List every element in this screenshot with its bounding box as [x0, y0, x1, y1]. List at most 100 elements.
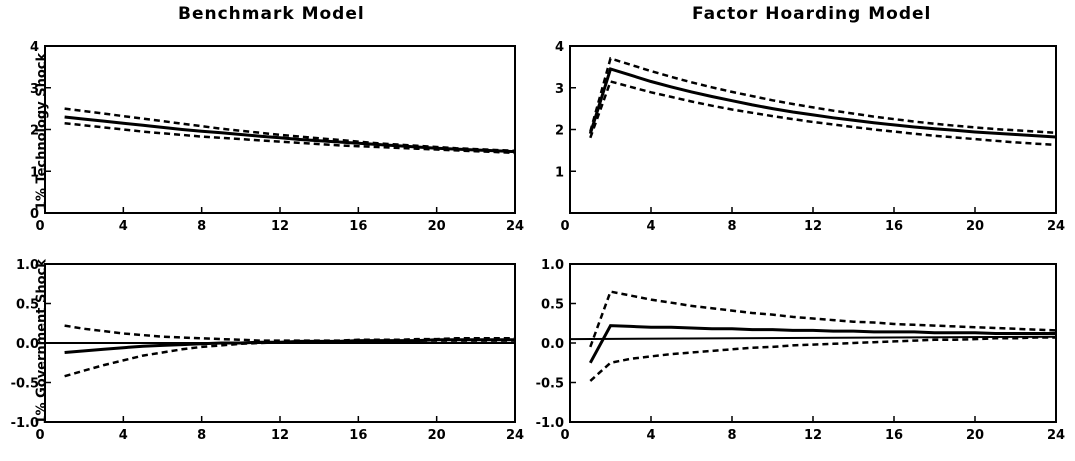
y-tick: 4 [555, 40, 576, 55]
y-tick: 0.0 [541, 337, 576, 352]
y-tick: -0.5 [11, 377, 51, 392]
y-tick: 1 [30, 165, 51, 180]
x-tick: 24 [1047, 207, 1065, 234]
y-tick: -1.0 [536, 416, 576, 431]
svg-text:20: 20 [428, 219, 446, 234]
confidence-band-line [589, 290, 1057, 348]
y-tick: 2 [30, 124, 51, 139]
svg-text:16: 16 [349, 428, 367, 443]
svg-text:4: 4 [119, 428, 128, 443]
svg-text:8: 8 [727, 428, 736, 443]
svg-text:16: 16 [349, 219, 367, 234]
svg-text:20: 20 [966, 428, 984, 443]
svg-text:0.5: 0.5 [16, 298, 39, 313]
x-tick: 8 [197, 207, 206, 234]
y-tick: -1.0 [11, 416, 51, 431]
svg-text:0: 0 [35, 219, 44, 234]
x-tick: 0 [560, 207, 571, 234]
confidence-band-line [64, 107, 516, 153]
svg-text:4: 4 [119, 219, 128, 234]
x-tick: 0 [35, 207, 46, 234]
x-tick: 12 [804, 416, 822, 443]
column-title-factor-hoarding: Factor Hoarding Model [692, 4, 932, 24]
svg-text:20: 20 [428, 428, 446, 443]
svg-text:4: 4 [646, 428, 655, 443]
x-tick: 20 [966, 207, 984, 234]
svg-text:16: 16 [885, 428, 903, 443]
svg-text:0.0: 0.0 [16, 337, 39, 352]
svg-text:-1.0: -1.0 [536, 416, 564, 431]
y-tick: 3 [30, 82, 51, 97]
x-tick: 16 [885, 207, 903, 234]
x-tick: 16 [349, 416, 367, 443]
x-tick: 24 [506, 416, 524, 443]
svg-text:0: 0 [560, 428, 569, 443]
svg-text:12: 12 [271, 428, 289, 443]
confidence-band-line [589, 79, 1057, 147]
svg-text:4: 4 [30, 40, 39, 55]
x-tick: 20 [428, 416, 446, 443]
svg-text:2: 2 [555, 124, 564, 139]
svg-text:8: 8 [727, 219, 736, 234]
impulse-response-line [588, 324, 1056, 364]
x-tick: 0 [560, 416, 571, 443]
svg-text:0: 0 [35, 428, 44, 443]
x-tick: 4 [646, 207, 656, 234]
zero-line [569, 335, 1057, 341]
svg-text:1.0: 1.0 [16, 258, 39, 273]
x-tick: 8 [197, 416, 206, 443]
svg-text:0.5: 0.5 [541, 298, 564, 313]
svg-text:0: 0 [30, 207, 39, 222]
svg-text:24: 24 [506, 219, 524, 234]
y-tick: 1.0 [541, 258, 576, 273]
svg-text:8: 8 [197, 219, 206, 234]
impulse-response-line [64, 115, 516, 154]
svg-text:-0.5: -0.5 [536, 377, 564, 392]
x-tick: 16 [885, 416, 903, 443]
confidence-band-line [589, 336, 1056, 382]
x-tick: 8 [727, 416, 737, 443]
y-tick: 0 [30, 207, 51, 222]
svg-text:4: 4 [555, 40, 564, 55]
y-tick: 4 [30, 40, 51, 55]
x-tick: 12 [271, 207, 289, 234]
x-tick: 20 [966, 416, 984, 443]
y-tick: 0.5 [16, 298, 51, 313]
svg-text:8: 8 [197, 428, 206, 443]
svg-text:24: 24 [1047, 219, 1065, 234]
svg-text:4: 4 [646, 219, 655, 234]
x-tick: 24 [1047, 416, 1065, 443]
y-tick: 1.0 [16, 258, 51, 273]
svg-text:16: 16 [885, 219, 903, 234]
svg-text:12: 12 [804, 428, 822, 443]
svg-text:1: 1 [555, 165, 564, 180]
x-tick: 4 [119, 416, 128, 443]
svg-text:12: 12 [804, 219, 822, 234]
svg-text:12: 12 [271, 219, 289, 234]
x-tick: 24 [506, 207, 524, 234]
svg-text:1.0: 1.0 [541, 258, 564, 273]
x-tick: 8 [727, 207, 737, 234]
x-tick: 16 [349, 207, 367, 234]
x-tick: 4 [119, 207, 128, 234]
column-title-benchmark: Benchmark Model [178, 4, 365, 24]
x-tick: 12 [804, 207, 822, 234]
y-tick: -0.5 [536, 377, 576, 392]
svg-text:2: 2 [30, 124, 39, 139]
svg-text:3: 3 [555, 82, 564, 97]
svg-text:1: 1 [30, 165, 39, 180]
svg-text:-1.0: -1.0 [11, 416, 39, 431]
confidence-band-line [64, 324, 515, 342]
svg-text:0.0: 0.0 [541, 337, 564, 352]
x-tick: 12 [271, 416, 289, 443]
x-tick: 4 [646, 416, 656, 443]
svg-text:20: 20 [966, 219, 984, 234]
svg-text:0: 0 [560, 219, 569, 234]
svg-text:24: 24 [1047, 428, 1065, 443]
svg-text:24: 24 [506, 428, 524, 443]
y-tick: 1 [555, 165, 576, 180]
confidence-band-line [64, 121, 516, 155]
